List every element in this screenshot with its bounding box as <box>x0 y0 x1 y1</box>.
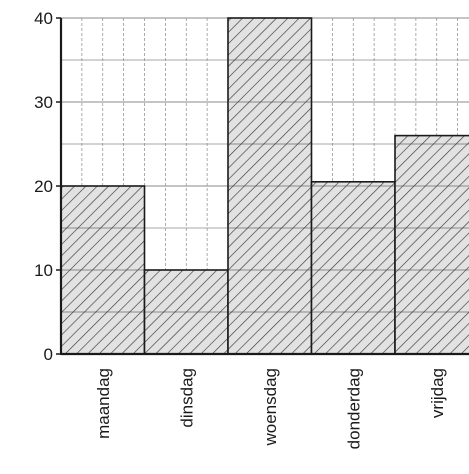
x-tick-label: donderdag <box>344 368 363 449</box>
axes <box>56 17 469 356</box>
y-tick-label: 40 <box>34 9 53 28</box>
y-tick-label: 20 <box>34 177 53 196</box>
bar-vrijdag <box>394 134 469 355</box>
x-tick-label: maandag <box>94 368 113 439</box>
y-tick-label: 0 <box>44 345 53 364</box>
y-tick-label: 30 <box>34 93 53 112</box>
x-tick-label: woensdag <box>261 368 280 447</box>
y-tick-label: 10 <box>34 261 53 280</box>
bars <box>60 17 469 355</box>
labels: 0 10 20 30 40 maandag dinsdag woensdag donderdag… <box>34 9 447 449</box>
x-tick-label: dinsdag <box>177 368 196 428</box>
x-tick-label: vrijdag <box>428 368 447 418</box>
bar-donderdag <box>310 181 396 355</box>
